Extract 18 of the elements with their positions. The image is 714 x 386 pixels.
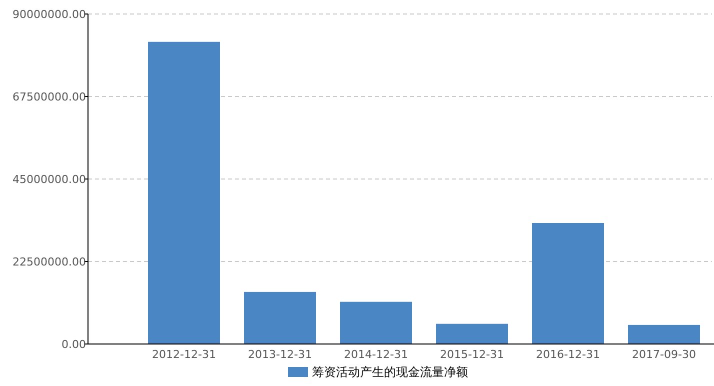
x-tick-label: 2015-12-31 — [440, 348, 504, 361]
x-tick-label: 2012-12-31 — [152, 348, 216, 361]
bar — [244, 292, 316, 344]
legend-label: 筹资活动产生的现金流量净额 — [312, 365, 468, 379]
bar — [148, 42, 220, 344]
y-tick-label: 67500000.00 — [12, 90, 86, 104]
x-tick-label: 2017-09-30 — [632, 348, 696, 361]
x-tick-label: 2016-12-31 — [536, 348, 600, 361]
bar — [340, 302, 412, 344]
y-tick-label: 22500000.00 — [12, 256, 86, 268]
x-tick-label: 2013-12-31 — [248, 348, 312, 361]
x-tick-label: 2014-12-31 — [344, 348, 408, 361]
bar — [532, 223, 604, 344]
y-tick-label: 45000000.00 — [12, 173, 86, 186]
y-tick-label: 90000000.00 — [12, 8, 86, 21]
bar — [628, 324, 700, 344]
y-tick-label: 0.00 — [62, 338, 86, 351]
bar — [436, 324, 508, 344]
